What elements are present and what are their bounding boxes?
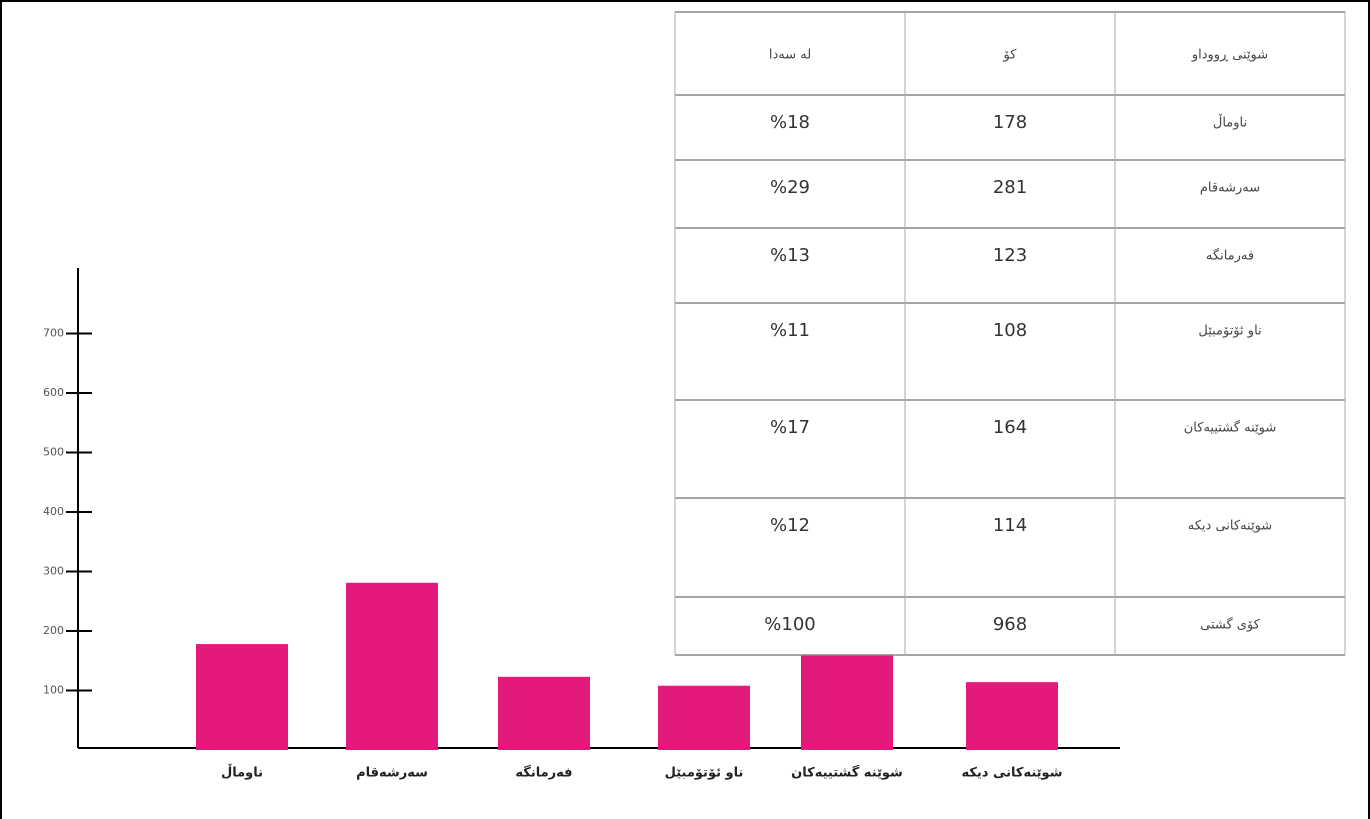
bar	[346, 582, 438, 750]
table-percent: %11	[770, 320, 810, 341]
y-tick-label: 500	[43, 445, 64, 458]
x-tick-label: ناوماڵ	[221, 764, 263, 781]
table-count: 281	[993, 177, 1027, 198]
table-header: کۆ	[1003, 48, 1018, 63]
table-total-count: 968	[993, 614, 1027, 635]
table-place: ناوماڵ	[1213, 114, 1247, 131]
table-place: شوێنەکانی دیکە	[1188, 519, 1272, 534]
table-count: 114	[993, 515, 1027, 536]
table-total-label: کۆی گشتی	[1200, 617, 1261, 633]
y-tick-label: 700	[43, 326, 64, 339]
y-tick-label: 200	[43, 624, 64, 637]
table-place: فەرمانگە	[1206, 248, 1254, 264]
x-tick-label: ناو ئۆتۆمبێل	[665, 766, 744, 781]
table-place: ناو ئۆتۆمبێل	[1198, 324, 1261, 339]
table-background	[674, 11, 1346, 656]
bar	[801, 652, 893, 750]
y-tick-label: 600	[43, 386, 64, 399]
table-percent: %29	[770, 177, 810, 198]
table-count: 178	[993, 112, 1027, 133]
table-count: 164	[993, 417, 1027, 438]
x-tick-label: سەرشەقام	[356, 766, 428, 781]
table-total-percent: %100	[764, 614, 815, 635]
table-count: 108	[993, 320, 1027, 341]
table-percent: %13	[770, 245, 810, 266]
table-place: سەرشەقام	[1200, 181, 1260, 196]
x-tick-label: فەرمانگە	[515, 765, 572, 781]
table-header: لە سەدا	[769, 48, 811, 63]
bar	[966, 682, 1058, 750]
y-tick-label: 300	[43, 564, 64, 577]
table-percent: %17	[770, 417, 810, 438]
bar	[498, 676, 590, 750]
x-tick-label: شوێنە گشتییەکان	[791, 765, 903, 781]
x-tick-label: شوێنەکانی دیکە	[961, 766, 1062, 781]
y-tick-label: 400	[43, 505, 64, 518]
y-tick-label: 100	[43, 683, 64, 696]
bar	[196, 644, 288, 750]
table-percent: %18	[770, 112, 810, 133]
table-header: شوێنی ڕووداو	[1191, 48, 1268, 63]
table-percent: %12	[770, 515, 810, 536]
table-place: شوێنە گشتییەکان	[1184, 420, 1276, 436]
table-count: 123	[993, 245, 1027, 266]
bar	[658, 685, 750, 750]
